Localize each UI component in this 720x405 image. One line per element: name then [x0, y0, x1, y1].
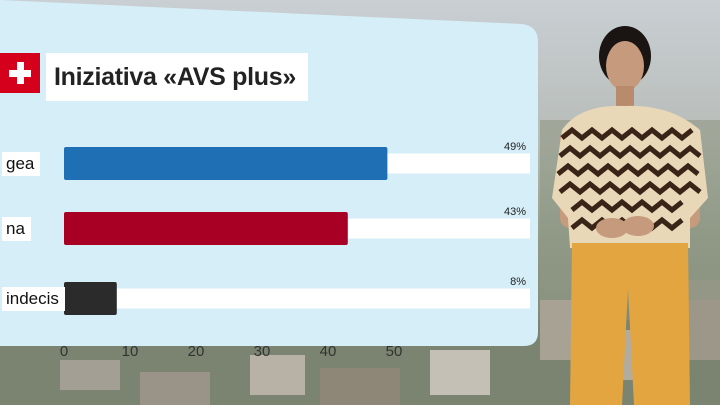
x-tick-label: 40 [319, 343, 337, 360]
chart-title-box: Iniziativa «AVS plus» [46, 53, 308, 101]
x-tick-label: 10 [121, 343, 139, 360]
category-label-na: na [2, 217, 31, 241]
bar-indecis [64, 282, 117, 315]
category-label-indecis: indecis [2, 287, 65, 311]
x-tick-label: 50 [385, 343, 403, 360]
bar-gea [64, 147, 388, 180]
value-label-gea: 49% [503, 141, 526, 153]
x-tick-label: 30 [253, 343, 271, 360]
value-label-indecis: 8% [510, 276, 526, 288]
presenter [552, 26, 708, 405]
x-tick-label: 20 [187, 343, 205, 360]
bar-track-indecis [64, 288, 530, 309]
value-label-na: 43% [503, 206, 526, 218]
category-label-gea: gea [2, 152, 41, 176]
bar-na [64, 212, 348, 245]
swiss-flag-icon [0, 53, 40, 93]
chart-title: Iniziativa «AVS plus» [54, 62, 296, 91]
x-tick-label: 0 [59, 343, 69, 360]
